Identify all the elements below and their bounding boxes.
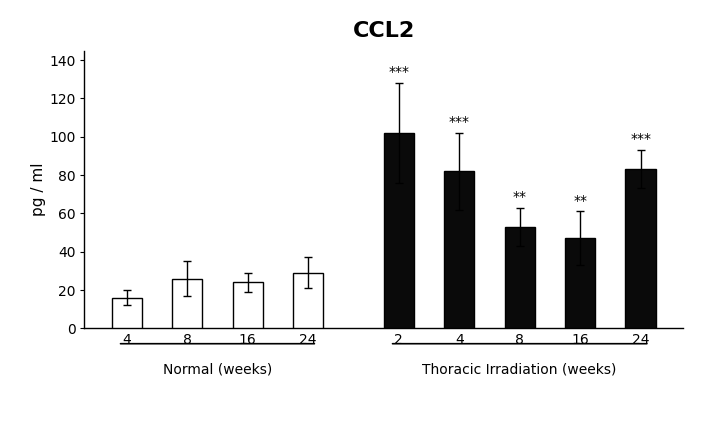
Text: **: ** [513, 190, 527, 204]
Y-axis label: pg / ml: pg / ml [31, 163, 46, 216]
Bar [565, 238, 596, 328]
Bar [232, 282, 263, 328]
Bar [384, 133, 414, 328]
Text: ***: *** [389, 65, 409, 79]
Bar [293, 273, 323, 328]
Text: **: ** [573, 194, 587, 208]
Text: Thoracic Irradiation (weeks): Thoracic Irradiation (weeks) [422, 363, 617, 377]
Text: ***: *** [630, 132, 651, 147]
Title: CCL2: CCL2 [353, 21, 415, 41]
Text: Normal (weeks): Normal (weeks) [163, 363, 272, 377]
Bar [172, 279, 202, 328]
Bar [444, 171, 474, 328]
Bar [625, 169, 655, 328]
Bar [112, 298, 142, 328]
Text: ***: *** [448, 115, 470, 129]
Bar [505, 227, 535, 328]
